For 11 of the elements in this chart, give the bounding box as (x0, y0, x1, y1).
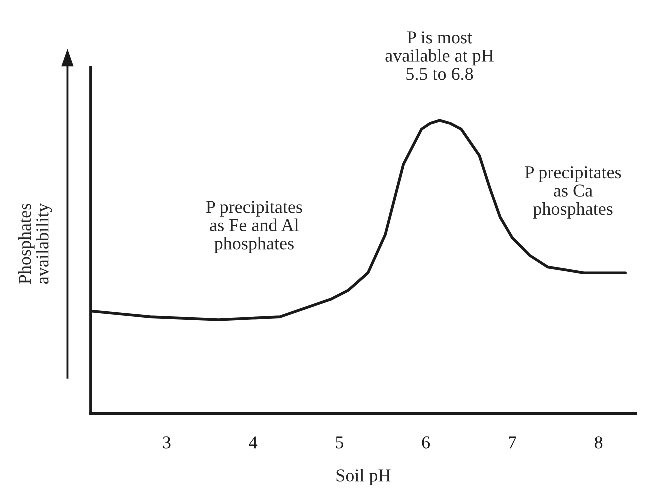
x-tick-label: 3 (163, 436, 171, 449)
y-axis-title: Phosphates availability (18, 203, 52, 284)
x-tick-label: 7 (509, 436, 516, 449)
x-tick-label: 5 (336, 436, 344, 449)
x-tick-label: 8 (595, 436, 603, 449)
x-tick-label: 6 (422, 436, 430, 449)
x-axis-title: Soil pH (336, 469, 391, 486)
x-tick-label: 4 (249, 436, 258, 449)
text: P is most available at pH 5.5 to 6.8 (386, 32, 494, 80)
annotation: P precipitates as Fe and Al phosphates (206, 201, 302, 254)
annotation: P precipitates as Ca phosphates (525, 166, 622, 219)
